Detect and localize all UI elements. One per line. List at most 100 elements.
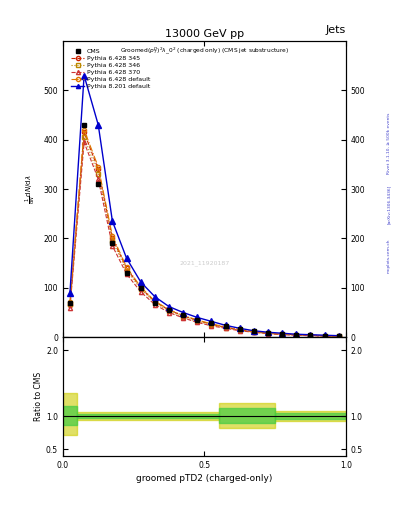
CMS <box>152 300 157 306</box>
Pythia 6.428 345 <box>152 298 157 305</box>
Pythia 8.201 default <box>195 314 200 321</box>
CMS <box>96 181 101 187</box>
Pythia 6.428 346 <box>294 332 299 338</box>
Bar <box>219 403 275 428</box>
Bar <box>63 406 77 425</box>
Pythia 8.201 default <box>82 72 86 78</box>
Pythia 6.428 346 <box>209 322 214 328</box>
Pythia 6.428 345 <box>96 166 101 173</box>
Bar <box>275 411 346 421</box>
Pythia 6.428 345 <box>223 324 228 330</box>
Pythia 6.428 370 <box>294 332 299 338</box>
Line: Pythia 6.428 345: Pythia 6.428 345 <box>68 130 341 338</box>
Pythia 6.428 default <box>68 298 72 305</box>
Pythia 8.201 default <box>252 328 256 334</box>
CMS <box>209 321 214 327</box>
CMS <box>195 317 200 323</box>
Pythia 6.428 345 <box>209 322 214 328</box>
Pythia 6.428 346 <box>195 318 200 325</box>
Pythia 6.428 default <box>124 264 129 270</box>
Pythia 8.201 default <box>223 322 228 328</box>
Pythia 6.428 370 <box>223 325 228 331</box>
Pythia 6.428 346 <box>124 267 129 273</box>
Pythia 8.201 default <box>68 290 72 296</box>
CMS <box>181 312 185 318</box>
CMS <box>266 330 270 336</box>
Pythia 8.201 default <box>181 309 185 315</box>
Pythia 8.201 default <box>266 329 270 335</box>
Pythia 6.428 default <box>252 329 256 335</box>
Text: 2021_11920187: 2021_11920187 <box>179 260 230 266</box>
Pythia 6.428 default <box>181 312 185 318</box>
Pythia 8.201 default <box>294 331 299 337</box>
CMS <box>82 122 86 128</box>
Pythia 6.428 370 <box>336 333 341 339</box>
Line: CMS: CMS <box>68 123 341 338</box>
Pythia 6.428 default <box>138 284 143 290</box>
Pythia 6.428 370 <box>152 302 157 308</box>
CMS <box>308 332 313 338</box>
Pythia 6.428 370 <box>280 332 285 338</box>
Y-axis label: Ratio to CMS: Ratio to CMS <box>34 372 43 421</box>
Pythia 6.428 346 <box>181 314 185 320</box>
Pythia 6.428 346 <box>68 301 72 307</box>
CMS <box>237 326 242 332</box>
Pythia 6.428 346 <box>82 134 86 140</box>
Pythia 6.428 345 <box>82 129 86 135</box>
Pythia 6.428 346 <box>308 333 313 339</box>
CMS <box>336 333 341 339</box>
Pythia 6.428 345 <box>237 327 242 333</box>
CMS <box>138 285 143 291</box>
Pythia 6.428 345 <box>124 265 129 271</box>
CMS <box>68 300 72 306</box>
Pythia 6.428 default <box>167 307 171 313</box>
CMS <box>322 333 327 339</box>
Pythia 6.428 345 <box>181 313 185 319</box>
Pythia 8.201 default <box>138 279 143 285</box>
Pythia 6.428 370 <box>237 328 242 334</box>
Pythia 6.428 370 <box>68 305 72 311</box>
Pythia 6.428 370 <box>308 333 313 339</box>
Pythia 6.428 370 <box>209 323 214 329</box>
Text: Jets: Jets <box>325 25 346 35</box>
Pythia 6.428 345 <box>252 329 256 335</box>
Pythia 6.428 370 <box>266 331 270 337</box>
Pythia 6.428 370 <box>138 289 143 295</box>
Pythia 6.428 346 <box>110 238 115 244</box>
CMS <box>280 331 285 337</box>
Bar <box>77 412 219 420</box>
Pythia 6.428 346 <box>280 331 285 337</box>
Pythia 6.428 345 <box>110 236 115 242</box>
CMS <box>223 323 228 329</box>
Pythia 6.428 345 <box>138 285 143 291</box>
Pythia 8.201 default <box>308 332 313 338</box>
Pythia 6.428 370 <box>252 329 256 335</box>
Pythia 6.428 346 <box>96 171 101 177</box>
Pythia 8.201 default <box>336 333 341 339</box>
Pythia 6.428 default <box>223 324 228 330</box>
Pythia 6.428 default <box>266 330 270 336</box>
Pythia 6.428 346 <box>322 333 327 339</box>
Pythia 6.428 346 <box>252 329 256 335</box>
Pythia 6.428 default <box>209 321 214 327</box>
Line: Pythia 6.428 370: Pythia 6.428 370 <box>68 140 341 338</box>
Pythia 6.428 370 <box>167 309 171 315</box>
CMS <box>124 270 129 276</box>
Text: Rivet 3.1.10, ≥ 500k events: Rivet 3.1.10, ≥ 500k events <box>387 113 391 174</box>
Bar <box>63 393 77 435</box>
Text: [arXiv:1306.3436]: [arXiv:1306.3436] <box>387 185 391 224</box>
Text: mcplots.cern.ch: mcplots.cern.ch <box>387 239 391 273</box>
CMS <box>252 328 256 334</box>
Legend: CMS, Pythia 6.428 345, Pythia 6.428 346, Pythia 6.428 370, Pythia 6.428 default,: CMS, Pythia 6.428 345, Pythia 6.428 346,… <box>69 47 152 91</box>
Pythia 6.428 370 <box>124 271 129 277</box>
Pythia 8.201 default <box>110 218 115 224</box>
Pythia 8.201 default <box>152 294 157 300</box>
Pythia 6.428 default <box>322 333 327 339</box>
Pythia 6.428 370 <box>110 243 115 249</box>
Pythia 6.428 346 <box>336 333 341 339</box>
Title: 13000 GeV pp: 13000 GeV pp <box>165 29 244 39</box>
X-axis label: groomed pTD2 (charged-only): groomed pTD2 (charged-only) <box>136 474 273 483</box>
Line: Pythia 8.201 default: Pythia 8.201 default <box>67 73 342 338</box>
Bar <box>219 408 275 423</box>
Pythia 6.428 346 <box>223 325 228 331</box>
